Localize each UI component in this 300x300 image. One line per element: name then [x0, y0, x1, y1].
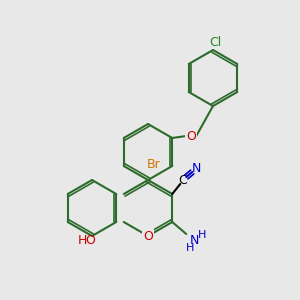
Text: C: C — [178, 175, 187, 188]
Text: O: O — [85, 233, 95, 247]
Text: H: H — [198, 230, 207, 240]
Text: Cl: Cl — [209, 35, 221, 49]
Text: O: O — [143, 230, 153, 242]
Text: N: N — [192, 161, 201, 175]
Text: H: H — [77, 233, 87, 247]
Text: H: H — [186, 243, 194, 253]
Text: N: N — [190, 233, 200, 247]
Text: O: O — [186, 130, 196, 142]
Text: Br: Br — [146, 158, 160, 170]
